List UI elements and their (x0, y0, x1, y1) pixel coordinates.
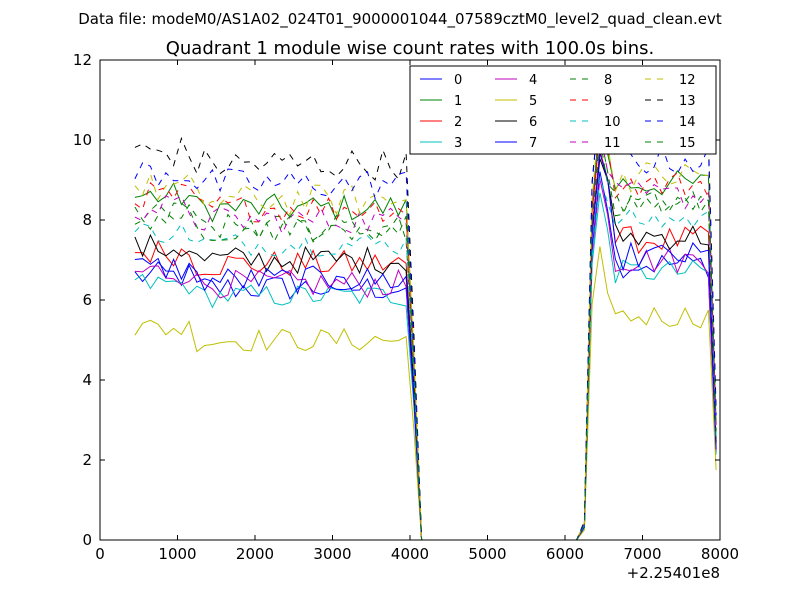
legend-label-4: 4 (529, 73, 537, 88)
series-line-3 (134, 192, 717, 540)
series-line-5 (134, 246, 717, 540)
legend-label-8: 8 (604, 73, 612, 88)
series-line-1 (134, 117, 717, 540)
series-line-7 (134, 153, 717, 540)
legend-label-14: 14 (679, 115, 696, 130)
legend-label-2: 2 (454, 115, 462, 130)
series-line-12 (134, 106, 717, 540)
series-line-8 (134, 131, 717, 540)
legend-label-12: 12 (679, 73, 696, 88)
legend-label-1: 1 (454, 94, 462, 109)
legend-label-11: 11 (604, 136, 621, 151)
legend-box (409, 65, 717, 155)
legend-label-3: 3 (454, 136, 462, 151)
x-offset-label: +2.25401e8 (627, 564, 720, 582)
x-tick-label: 6000 (546, 545, 584, 563)
series-line-4 (134, 178, 717, 540)
x-tick-label: 3000 (313, 545, 351, 563)
y-tick-label: 0 (82, 531, 92, 549)
series-line-9 (134, 128, 717, 540)
chart-title: Quadrant 1 module wise count rates with … (166, 38, 655, 59)
series-line-2 (134, 150, 717, 540)
y-tick-label: 8 (82, 211, 92, 229)
y-tick-label: 12 (73, 51, 92, 69)
plot-series-group (134, 97, 717, 540)
x-tick-label: 0 (95, 545, 105, 563)
y-tick-label: 4 (82, 371, 92, 389)
y-tick-label: 10 (73, 131, 92, 149)
legend-label-10: 10 (604, 115, 621, 130)
y-tick-label: 2 (82, 451, 92, 469)
x-tick-label: 5000 (468, 545, 506, 563)
axis-ticks-group: 0 1000 2000 3000 4000 5000 6000 7000 80000246810… (73, 51, 739, 563)
x-tick-label: 8000 (701, 545, 739, 563)
series-line-0 (134, 171, 717, 540)
legend-label-15: 15 (679, 136, 696, 151)
series-line-10 (134, 177, 717, 540)
y-tick-label: 6 (82, 291, 92, 309)
x-tick-label: 4000 (391, 545, 429, 563)
x-tick-label: 1000 (158, 545, 196, 563)
legend-label-6: 6 (529, 115, 537, 130)
series-line-13 (134, 100, 717, 540)
legend-label-13: 13 (679, 94, 696, 109)
figure-suptitle: Data file: modeM0/AS1A02_024T01_90000010… (78, 10, 722, 29)
series-line-6 (134, 158, 717, 540)
x-tick-label: 2000 (236, 545, 274, 563)
legend-label-7: 7 (529, 136, 537, 151)
series-line-11 (134, 133, 717, 540)
legend-label-9: 9 (604, 94, 612, 109)
x-tick-label: 7000 (623, 545, 661, 563)
legend-label-5: 5 (529, 94, 537, 109)
series-line-15 (134, 138, 717, 540)
legend-label-0: 0 (454, 73, 462, 88)
